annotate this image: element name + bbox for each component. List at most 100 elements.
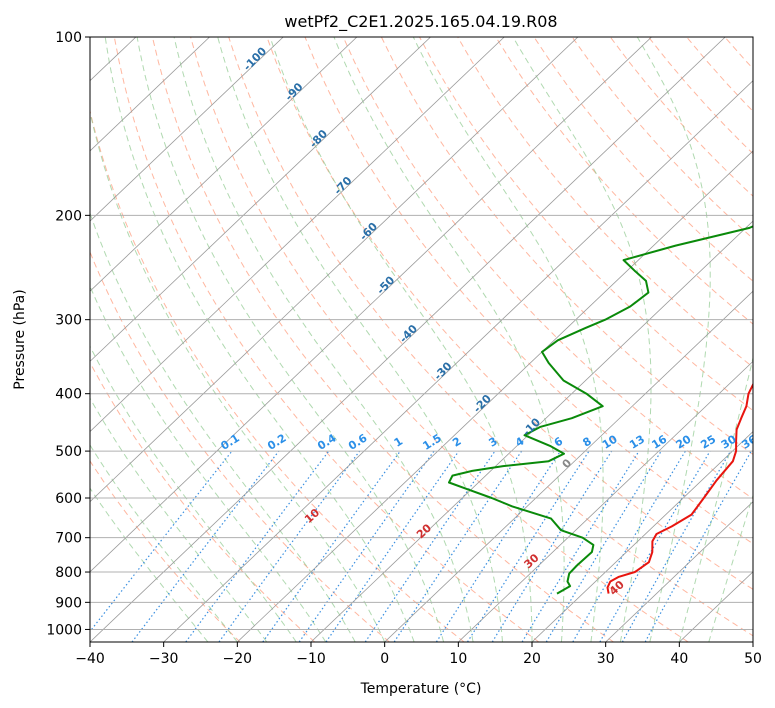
sounding-profiles — [448, 225, 753, 595]
dry-adiabat-line — [419, 37, 753, 412]
isotherm-label: -100 — [241, 44, 270, 73]
x-axis-label: Temperature (°C) — [360, 681, 482, 697]
mixing-ratio-line — [325, 450, 460, 642]
moist-adiabat-line — [678, 355, 753, 642]
isotherm-line — [90, 37, 726, 642]
x-axis: −40 −30 −20 −10 0 10 20 30 40 50 — [75, 642, 762, 667]
x-tick-label: −30 — [149, 651, 179, 667]
x-tick-label: 0 — [380, 651, 389, 667]
y-tick-label: 600 — [55, 491, 82, 507]
moist-adiabat-label: 30 — [522, 551, 542, 571]
isotherm-line — [90, 37, 652, 573]
pressure-gridlines — [90, 37, 753, 630]
dry-adiabat-line — [380, 37, 753, 456]
mixing-ratio-label: 13 — [627, 433, 647, 452]
isotherm-line — [0, 37, 62, 642]
y-tick-label: 1000 — [46, 622, 82, 638]
isotherm-line — [90, 37, 210, 152]
dry-adiabat-line — [763, 37, 775, 642]
mixing-ratio-label: 36 — [740, 432, 760, 451]
moist-adiabat-line — [90, 345, 297, 642]
moist-adiabat-line — [90, 444, 238, 642]
moist-adiabat-line — [269, 37, 533, 642]
dry-adiabat-line — [571, 37, 753, 240]
y-tick-label: 800 — [55, 565, 82, 581]
y-tick-label: 700 — [55, 531, 82, 547]
mixing-ratio-label: 0.2 — [265, 431, 288, 452]
moist-adiabat-line — [412, 37, 604, 642]
mixing-ratio-label: 8 — [580, 435, 593, 450]
x-tick-label: 50 — [744, 651, 762, 667]
moist-adiabat-line — [136, 37, 445, 642]
x-tick-label: 10 — [449, 651, 467, 667]
isotherm-line — [531, 430, 753, 642]
dry-adiabat-line — [457, 37, 753, 368]
y-axis: 100 200 300 400 500 600 700 800 900 1000 — [46, 30, 90, 638]
moist-adiabat-line — [708, 493, 753, 642]
thermodynamic-background — [0, 37, 775, 642]
moist-adiabat-line — [90, 285, 327, 642]
mixing-ratio-line — [435, 450, 561, 642]
dry-adiabat-line — [266, 37, 753, 590]
mixing-ratio-label: 25 — [698, 433, 718, 452]
dry-adiabat-line — [90, 109, 465, 642]
dry-adiabat-line — [228, 37, 753, 637]
x-tick-label: 40 — [670, 651, 688, 667]
isotherm-line — [90, 37, 284, 222]
mixing-ratio-line — [185, 450, 330, 642]
isotherm-label: -10 — [520, 415, 543, 439]
y-tick-label: 200 — [55, 208, 82, 224]
isotherm-line — [163, 80, 753, 642]
mixing-ratio-line — [218, 450, 361, 642]
moist-adiabat-line — [333, 37, 565, 642]
mixing-ratio-line — [298, 450, 435, 642]
isotherm-label: -20 — [471, 392, 494, 416]
moist-adiabat-line — [217, 37, 503, 642]
isotherm-line — [679, 571, 753, 642]
x-tick-label: −20 — [223, 651, 253, 667]
dry-adiabat-line — [686, 37, 753, 112]
moist-adiabat-label: 20 — [414, 521, 434, 541]
x-tick-label: −10 — [296, 651, 326, 667]
isotherm-label: -90 — [283, 80, 306, 104]
isotherm-label: -50 — [374, 273, 397, 297]
dewpoint-profile — [448, 225, 753, 595]
dry-adiabat-line — [90, 361, 316, 642]
isotherm-line — [90, 37, 505, 433]
moist-adiabat-line — [173, 37, 474, 642]
y-tick-label: 500 — [55, 444, 82, 460]
y-tick-label: 100 — [55, 30, 82, 46]
moist-adiabat-line — [90, 487, 209, 642]
y-tick-label: 400 — [55, 387, 82, 403]
isotherm-line — [90, 37, 579, 503]
mixing-ratio-label: 20 — [674, 432, 694, 451]
dry-adiabat-line — [190, 37, 689, 642]
dry-adiabat-line — [609, 37, 753, 197]
mixing-ratio-label: 16 — [649, 432, 669, 451]
dry-adiabat-line — [90, 460, 241, 642]
mixing-ratio-label: 1.5 — [420, 431, 443, 452]
isotherm-label: -70 — [331, 174, 354, 198]
dry-adiabat-line — [648, 37, 753, 155]
isotherm-line — [458, 360, 753, 642]
x-tick-label: 30 — [597, 651, 615, 667]
mixing-ratio-line — [262, 450, 401, 642]
mixing-ratio-line — [90, 450, 233, 633]
y-tick-label: 900 — [55, 595, 82, 611]
dry-adiabat-line — [304, 37, 753, 545]
moist-adiabat-label: 10 — [302, 506, 322, 526]
mixing-ratio-label: 0.4 — [315, 431, 339, 453]
dry-adiabat-line — [533, 37, 753, 282]
mixing-ratio-label: 1 — [392, 435, 405, 450]
isotherm-line — [605, 501, 753, 642]
moist-adiabat-line — [104, 37, 415, 642]
x-tick-label: 20 — [523, 651, 541, 667]
mixing-ratio-line — [599, 450, 711, 642]
mixing-ratio-line — [521, 450, 640, 642]
y-tick-label: 300 — [55, 313, 82, 329]
isotherm-line — [752, 641, 753, 642]
dry-adiabat-line — [724, 37, 753, 70]
line-labels: 0.1 0.2 0.4 0.6 1 1.5 2 3 4 6 8 10 13 16 20 25 30 36-100-… — [218, 44, 760, 598]
dry-adiabat-line — [90, 250, 390, 642]
